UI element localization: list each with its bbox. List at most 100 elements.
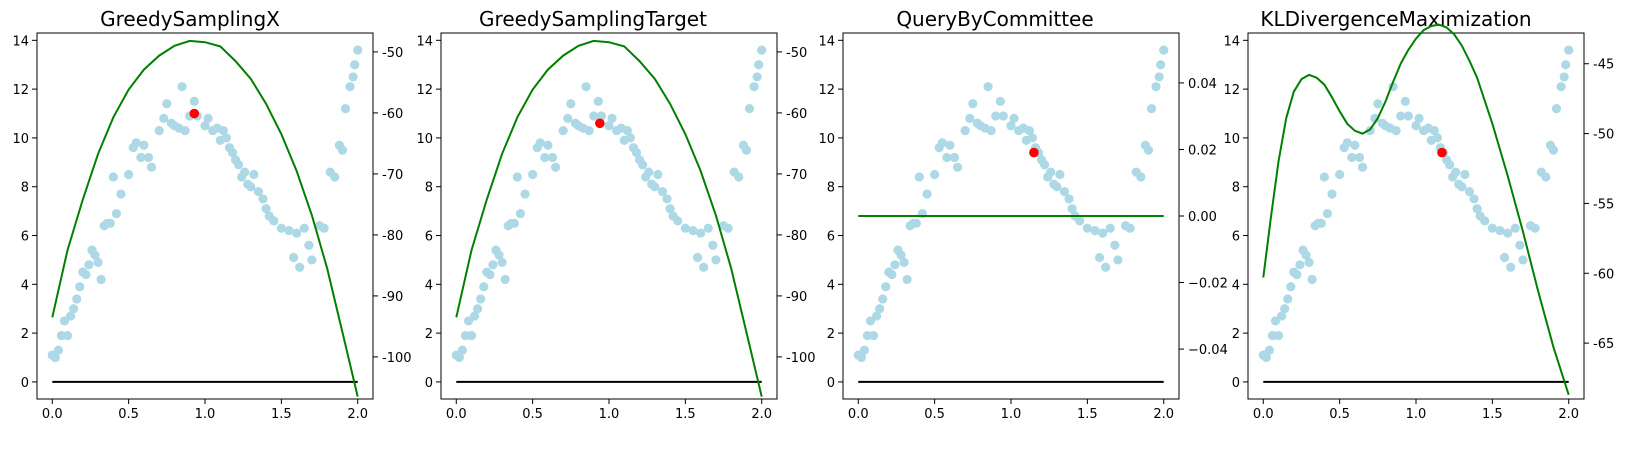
plot-frame — [1247, 32, 1585, 400]
data-point — [856, 352, 866, 363]
y-tick-label: 8 — [21, 181, 29, 196]
data-point — [754, 60, 764, 70]
data-point — [699, 262, 709, 272]
data-point — [1342, 138, 1352, 148]
y-tick-label: 14 — [818, 34, 835, 49]
data-point — [1040, 160, 1050, 170]
data-point — [93, 257, 103, 267]
data-point — [1064, 194, 1074, 204]
data-point — [1432, 133, 1442, 143]
data-point — [1151, 82, 1161, 92]
data-point — [319, 223, 329, 233]
data-point — [295, 262, 305, 272]
data-point — [96, 274, 106, 285]
data-point — [911, 218, 921, 228]
data-point — [1451, 167, 1461, 177]
data-point — [937, 138, 947, 148]
data-point — [680, 223, 690, 233]
data-point — [1316, 218, 1326, 228]
data-point — [1460, 169, 1470, 180]
y2-tick-label: -50 — [382, 46, 403, 61]
y-tick-label: 12 — [416, 83, 433, 98]
panel-title: GreedySamplingX — [100, 7, 280, 31]
data-point — [563, 113, 573, 123]
data-point — [84, 260, 94, 270]
data-point — [692, 252, 703, 263]
data-point — [1094, 252, 1105, 263]
data-point — [711, 255, 721, 265]
data-point — [1055, 169, 1065, 180]
data-point — [1510, 223, 1520, 233]
y-tick-label: 0 — [827, 376, 835, 391]
data-point — [154, 126, 164, 136]
data-point — [1154, 72, 1164, 82]
data-point — [1292, 269, 1302, 280]
data-point — [75, 282, 85, 292]
data-point — [960, 126, 970, 136]
data-point — [986, 126, 996, 136]
y-tick-label: 4 — [21, 278, 29, 293]
x-tick-label: 0.5 — [924, 407, 945, 422]
data-point — [72, 294, 82, 304]
data-point — [1261, 352, 1271, 363]
data-point — [1365, 126, 1375, 136]
x-tick-label: 2.0 — [347, 407, 368, 422]
data-point — [1445, 160, 1455, 170]
data-point — [1499, 252, 1510, 263]
data-point — [1105, 223, 1115, 233]
data-point — [657, 187, 668, 197]
plot-frame — [36, 32, 374, 400]
data-point — [146, 162, 157, 172]
data-point — [942, 152, 952, 163]
data-point — [476, 294, 486, 304]
y2-tick-label: -50 — [1593, 128, 1614, 143]
data-point — [1125, 223, 1135, 233]
criterion-series-line — [1262, 23, 1570, 396]
data-point — [1286, 282, 1296, 292]
data-point — [1156, 60, 1166, 70]
data-point — [1052, 182, 1062, 192]
data-point — [922, 189, 932, 199]
x-tick-label: 0.0 — [848, 407, 869, 422]
data-point — [1009, 113, 1019, 123]
x-tick-label: 0.0 — [1253, 407, 1274, 422]
data-point — [463, 316, 474, 326]
data-point — [1518, 255, 1528, 265]
y-tick-label: 0 — [1232, 376, 1240, 391]
data-point — [1357, 162, 1368, 172]
data-point — [340, 104, 351, 114]
data-point — [543, 140, 553, 150]
data-point — [1101, 262, 1111, 272]
data-point — [1082, 223, 1092, 233]
data-point — [249, 169, 259, 180]
data-point — [1143, 145, 1154, 155]
data-point — [622, 126, 632, 136]
data-point — [240, 167, 250, 177]
data-point — [1283, 294, 1293, 304]
data-point — [749, 82, 759, 92]
data-point — [865, 316, 876, 326]
panel-greedy-sampling-x: GreedySamplingX 0.0 0.5 1.0 1.5 2.0 0 2 4 6 8 10 12… — [12, 7, 411, 422]
y-tick-label: 4 — [827, 278, 835, 293]
data-point — [1556, 82, 1566, 92]
data-point — [494, 250, 504, 260]
data-point — [488, 260, 498, 270]
data-point — [589, 111, 599, 121]
data-point — [221, 133, 231, 143]
data-point — [875, 304, 885, 314]
data-point — [995, 96, 1005, 106]
data-point — [143, 152, 154, 163]
selected-point — [1029, 147, 1039, 158]
data-point — [350, 60, 360, 70]
selected-point — [595, 118, 605, 129]
data-point — [1414, 113, 1424, 123]
data-point — [105, 218, 115, 228]
y2-tick-label: −0.04 — [1188, 343, 1228, 358]
data-point — [688, 226, 698, 236]
y2-tick-label: -60 — [382, 107, 403, 122]
data-point — [1350, 140, 1360, 150]
data-point — [159, 113, 169, 123]
x-tick-label: 1.5 — [675, 407, 696, 422]
y2-tick-label: -50 — [786, 46, 807, 61]
data-point — [1146, 104, 1157, 114]
